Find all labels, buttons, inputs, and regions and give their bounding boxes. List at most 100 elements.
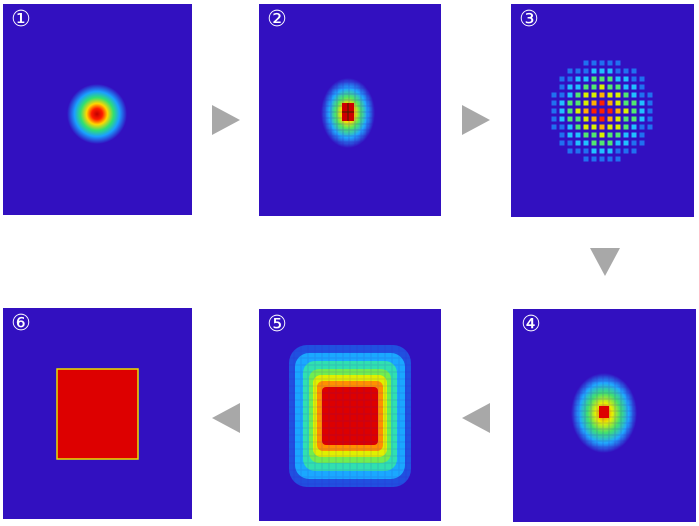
grid-dot [599, 100, 605, 106]
step-number-3: ③ [519, 7, 539, 32]
grid-dot [607, 76, 613, 82]
grid-dot [615, 156, 621, 162]
grid-dot [567, 140, 573, 146]
step-number-2: ② [267, 7, 287, 32]
grid-dot [623, 76, 629, 82]
grid-dot [583, 92, 589, 98]
grid-dot [631, 76, 637, 82]
grid-dot [591, 108, 597, 114]
grid-dot [615, 116, 621, 122]
grid-dot [567, 108, 573, 114]
grid-dot [575, 76, 581, 82]
grid-dot [615, 140, 621, 146]
grid-dot [639, 124, 645, 130]
grid-dot [615, 76, 621, 82]
grid-dot [615, 148, 621, 154]
step-number-5: ⑤ [267, 312, 287, 337]
grid-dot [583, 108, 589, 114]
grid-dot [615, 124, 621, 130]
grid-dot [631, 68, 637, 74]
grid-dot [599, 140, 605, 146]
grid-dot [647, 116, 653, 122]
grid-dot [567, 132, 573, 138]
grid-dot [599, 68, 605, 74]
grid-dot [631, 140, 637, 146]
grid-dot [575, 68, 581, 74]
large-square-blur-image [259, 309, 441, 521]
grid-dot [559, 124, 565, 130]
grid-dot [559, 76, 565, 82]
small-pixelated-spot-image [513, 309, 696, 522]
grid-dot [567, 76, 573, 82]
grid-dot [639, 92, 645, 98]
grid-dot [607, 148, 613, 154]
grid-dot [583, 132, 589, 138]
grid-dot [615, 100, 621, 106]
grid-dot [575, 108, 581, 114]
grid-dot [607, 156, 613, 162]
grid-dot [591, 76, 597, 82]
grid-dot [551, 108, 557, 114]
down-arrow-icon [590, 248, 620, 276]
grid-dot [567, 68, 573, 74]
grid-dot [575, 116, 581, 122]
grid-dot [575, 92, 581, 98]
grid-dot [575, 84, 581, 90]
grid-dot [623, 148, 629, 154]
grid-dot [623, 132, 629, 138]
grid-dot [631, 148, 637, 154]
grid-dot [599, 84, 605, 90]
grid-dot [639, 100, 645, 106]
grid-dot [567, 116, 573, 122]
grid-dot [583, 84, 589, 90]
grid-dot [615, 60, 621, 66]
grid-dot [559, 108, 565, 114]
grid-dot [591, 156, 597, 162]
grid-dot [607, 68, 613, 74]
grid-dot [623, 68, 629, 74]
grid-dot [623, 124, 629, 130]
grid-dot [631, 92, 637, 98]
grid-dot [591, 116, 597, 122]
grid-dot [631, 100, 637, 106]
grid-dot [623, 84, 629, 90]
grid-dot [631, 116, 637, 122]
grid-dot [591, 140, 597, 146]
step-number-6: ⑥ [11, 311, 31, 336]
grid-dot [591, 148, 597, 154]
panel-step-5: ⑤ [259, 309, 441, 521]
grid-dot [607, 92, 613, 98]
left-arrow-icon [212, 403, 240, 433]
pixelated-gaussian-image [259, 4, 441, 216]
grid-dot [599, 124, 605, 130]
grid-dot [591, 92, 597, 98]
flat-red-square-image [3, 308, 192, 519]
grid-dot [551, 124, 557, 130]
grid-dot [607, 84, 613, 90]
grid-dot [623, 100, 629, 106]
grid-dot [583, 76, 589, 82]
grid-dot [607, 100, 613, 106]
grid-dot [551, 92, 557, 98]
grid-dot [607, 60, 613, 66]
grid-dot [631, 124, 637, 130]
grid-dot [599, 156, 605, 162]
grid-dot [615, 68, 621, 74]
grid-dot [559, 116, 565, 122]
grid-dot [575, 148, 581, 154]
grid-dot [599, 108, 605, 114]
grid-dot [623, 116, 629, 122]
grid-dot [615, 92, 621, 98]
grid-dot [559, 140, 565, 146]
grid-dot [631, 132, 637, 138]
grid-dot [639, 140, 645, 146]
grid-dot [647, 124, 653, 130]
dotted-grid-image [511, 4, 694, 217]
grid-dot [639, 76, 645, 82]
grid-dot [583, 140, 589, 146]
grid-dot [591, 68, 597, 74]
grid-dot [567, 124, 573, 130]
grid-dot [639, 132, 645, 138]
panel-step-2: ② [259, 4, 441, 216]
grid-dot [591, 84, 597, 90]
